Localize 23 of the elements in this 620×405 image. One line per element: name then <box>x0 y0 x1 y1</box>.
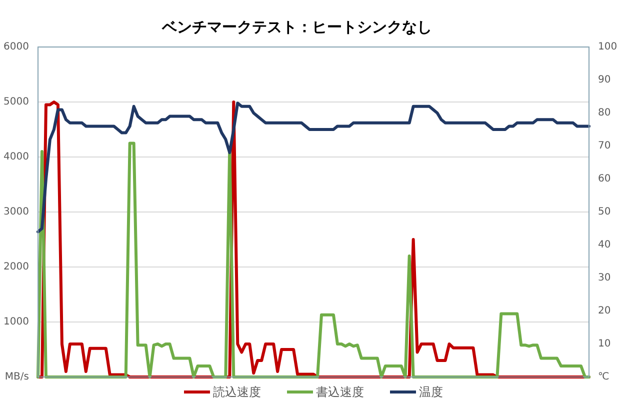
y-tick-label: 2000 <box>4 262 29 272</box>
y2-tick-label: 30 <box>598 272 611 284</box>
y-tick-label: 1000 <box>4 316 29 328</box>
y2-tick-label: ℃ <box>598 372 610 382</box>
y2-tick-label: 40 <box>598 240 611 250</box>
y2-tick-label: 70 <box>598 140 611 152</box>
legend-label: 読込速度 <box>213 385 261 399</box>
y2-tick-label: 10 <box>598 338 611 350</box>
y2-tick-label: 60 <box>598 174 611 184</box>
line-series <box>36 102 590 234</box>
y-tick-label: 4000 <box>4 152 29 162</box>
y-tick-label: 5000 <box>4 96 29 108</box>
chart-title: ベンチマークテスト：ヒートシンクなし <box>161 18 432 36</box>
y-tick-label: MB/s <box>4 372 29 382</box>
legend-label: 温度 <box>419 385 443 399</box>
y2-tick-label: 50 <box>598 206 611 218</box>
y-tick-label: 3000 <box>4 206 29 218</box>
y2-tick-label: 20 <box>598 306 611 316</box>
y2-tick-label: 80 <box>598 108 611 118</box>
y2-tick-label: 100 <box>598 42 618 52</box>
y2-tick-label: 90 <box>598 74 611 86</box>
legend-label: 書込速度 <box>316 385 364 399</box>
y-tick-label: 6000 <box>4 42 29 52</box>
